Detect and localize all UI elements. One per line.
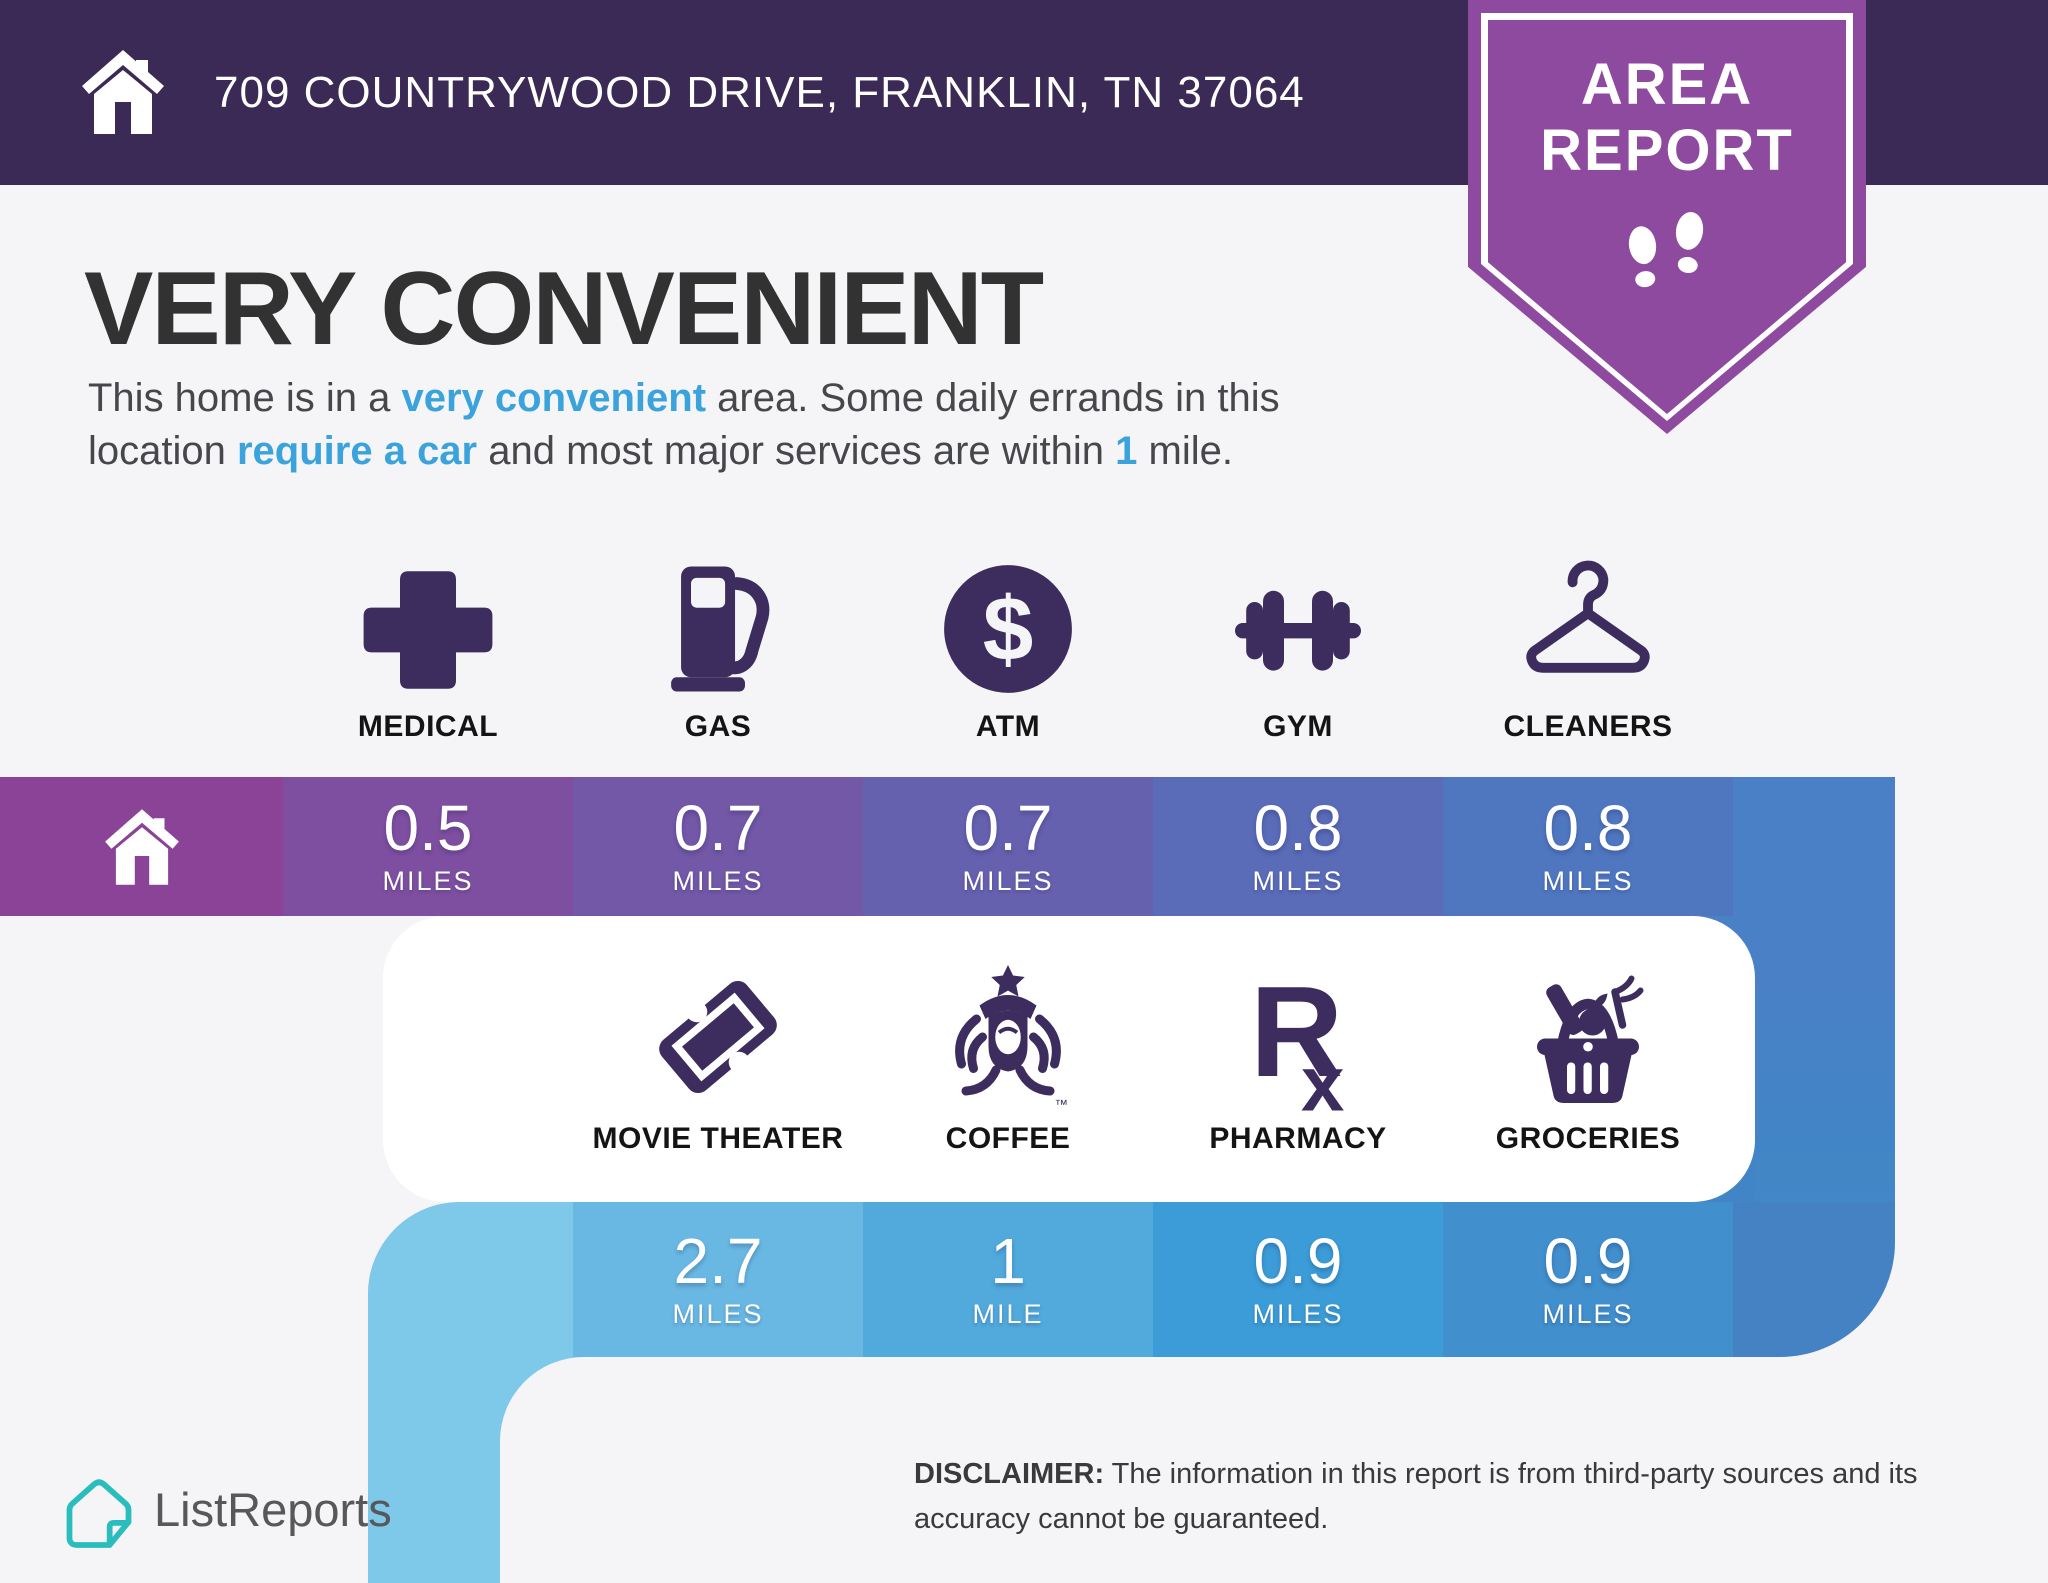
distance-medical: 0.5 MILES xyxy=(283,777,573,916)
distance-movie-theater: 2.7 MILES xyxy=(573,1202,863,1357)
distance-value: 0.7 xyxy=(963,791,1053,864)
ticket-icon xyxy=(573,960,863,1112)
intro-accent-one: 1 xyxy=(1115,429,1138,473)
distance-unit: MILES xyxy=(382,865,474,896)
service-groceries: GROCERIES xyxy=(1443,960,1733,1156)
distance-coffee: 1 MILE xyxy=(863,1202,1153,1357)
distance-unit: MILES xyxy=(672,865,764,896)
distance-gym: 0.8 MILES xyxy=(1153,777,1443,916)
svg-text:$: $ xyxy=(983,579,1034,680)
distance-value: 0.9 xyxy=(1543,1224,1633,1297)
property-address: 709 COUNTRYWOOD DRIVE, FRANKLIN, TN 3706… xyxy=(214,67,1305,117)
distance-unit: MILES xyxy=(962,865,1054,896)
intro-accent-require-a-car: require a car xyxy=(236,429,478,473)
intro-text: mile. xyxy=(1137,429,1233,473)
coffee-siren-icon: ™ xyxy=(863,960,1153,1112)
service-label: CLEANERS xyxy=(1503,710,1673,743)
distance-unit: MILES xyxy=(1542,865,1634,896)
row2-icons-panel xyxy=(383,916,1755,1202)
distance-value: 0.7 xyxy=(673,791,763,864)
listreports-house-icon xyxy=(58,1472,140,1554)
service-coffee: ™ COFFEE xyxy=(863,960,1153,1156)
disclaimer-label: DISCLAIMER: xyxy=(914,1458,1105,1490)
intro-text: This home is in a xyxy=(88,376,402,420)
distance-value: 0.8 xyxy=(1543,791,1633,864)
distance-value: 0.9 xyxy=(1253,1224,1343,1297)
distance-band-row1 xyxy=(0,777,1895,916)
home-icon xyxy=(104,808,179,885)
service-label: ATM xyxy=(975,710,1041,743)
service-pharmacy: R x PHARMACY xyxy=(1153,960,1443,1156)
brand-name: ListReports xyxy=(154,1483,392,1536)
distance-value: 2.7 xyxy=(673,1224,763,1297)
distance-gas: 0.7 MILES xyxy=(573,777,863,916)
service-medical: MEDICAL xyxy=(283,548,573,744)
listreports-logo: ListReports xyxy=(58,1472,392,1554)
intro-text: and most major services are within xyxy=(477,429,1116,473)
area-report-badge: AREA REPORT xyxy=(1468,0,1866,434)
distance-atm: 0.7 MILES xyxy=(863,777,1153,916)
distance-band-row2 xyxy=(368,1202,1895,1357)
medical-cross-icon xyxy=(283,548,573,700)
badge-title-line2: REPORT xyxy=(1540,118,1794,183)
service-label: GROCERIES xyxy=(1495,1122,1681,1155)
distance-unit: MILE xyxy=(972,1298,1044,1329)
distance-unit: MILES xyxy=(1542,1298,1634,1329)
service-gym: GYM xyxy=(1153,548,1443,744)
svg-text:™: ™ xyxy=(1055,1097,1069,1112)
svg-text:R: R xyxy=(1250,962,1343,1104)
service-label: COFFEE xyxy=(945,1122,1071,1155)
badge-content: AREA REPORT xyxy=(1468,0,1866,434)
hanger-icon xyxy=(1443,548,1733,700)
disclaimer: DISCLAIMER: The information in this repo… xyxy=(914,1452,1929,1542)
service-label: MOVIE THEATER xyxy=(592,1122,844,1155)
distance-value: 0.5 xyxy=(383,791,473,864)
distance-groceries: 0.9 MILES xyxy=(1443,1202,1733,1357)
service-label: MEDICAL xyxy=(357,710,499,743)
service-movie-theater: MOVIE THEATER xyxy=(573,960,863,1156)
distance-unit: MILES xyxy=(1252,865,1344,896)
distance-cleaners: 0.8 MILES xyxy=(1443,777,1733,916)
distance-band-left-tail xyxy=(368,1202,500,1583)
distance-unit: MILES xyxy=(1252,1298,1344,1329)
intro-paragraph: This home is in a very convenient area. … xyxy=(88,372,1280,478)
home-marker xyxy=(0,777,283,916)
service-label: GAS xyxy=(684,710,752,743)
distance-value: 0.8 xyxy=(1253,791,1343,864)
intro-text: location xyxy=(88,429,237,473)
home-icon xyxy=(72,42,174,142)
disclaimer-text: The information in this report is from t… xyxy=(914,1458,1918,1535)
grocery-basket-icon xyxy=(1443,960,1733,1112)
atm-dollar-icon: $ xyxy=(863,548,1153,700)
gas-pump-icon xyxy=(573,548,863,700)
service-atm: $ ATM xyxy=(863,548,1153,744)
service-label: PHARMACY xyxy=(1209,1122,1387,1155)
badge-title-line1: AREA xyxy=(1580,52,1754,117)
distance-pharmacy: 0.9 MILES xyxy=(1153,1202,1443,1357)
service-label: GYM xyxy=(1263,710,1333,743)
service-gas: GAS xyxy=(573,548,863,744)
distance-band-right-column xyxy=(1755,777,1895,1205)
intro-accent-very-convenient: very convenient xyxy=(401,376,707,420)
service-cleaners: CLEANERS xyxy=(1443,548,1733,744)
intro-text: area. Some daily errands in this xyxy=(706,376,1280,420)
page-title: VERY CONVENIENT xyxy=(84,251,1044,367)
dumbbell-icon xyxy=(1153,548,1443,700)
rx-icon: R x xyxy=(1153,960,1443,1112)
distance-unit: MILES xyxy=(672,1298,764,1329)
footprints-icon xyxy=(1607,198,1727,328)
svg-text:x: x xyxy=(1301,1040,1344,1113)
distance-value: 1 xyxy=(990,1224,1026,1297)
